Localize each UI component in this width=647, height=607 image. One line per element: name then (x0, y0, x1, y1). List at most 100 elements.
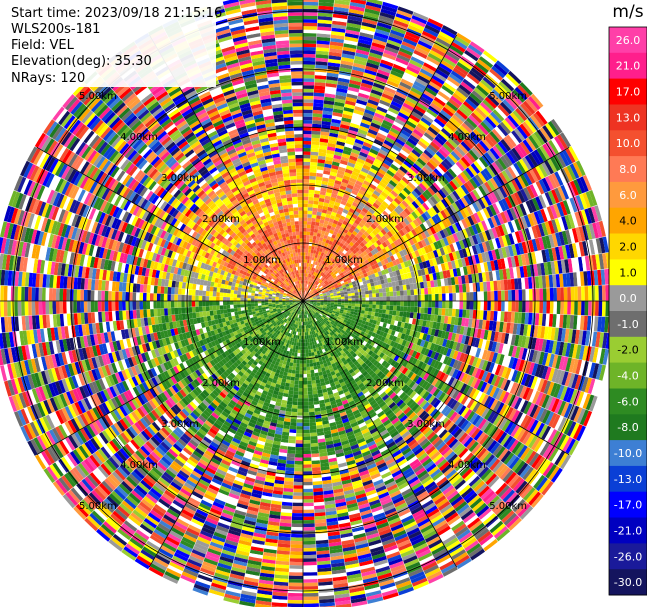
velocity-gate (328, 55, 342, 61)
velocity-gate (469, 41, 485, 53)
velocity-gate (317, 266, 321, 270)
velocity-gate (342, 208, 349, 215)
velocity-gate (376, 184, 385, 192)
velocity-gate (313, 271, 316, 276)
velocity-gate (456, 87, 470, 98)
velocity-gate (369, 167, 378, 175)
velocity-gate (441, 286, 446, 294)
velocity-gate (459, 301, 464, 310)
velocity-gate (409, 151, 419, 161)
velocity-gate (515, 301, 519, 312)
velocity-gate (349, 122, 360, 129)
velocity-gate (556, 301, 561, 315)
velocity-gate (368, 52, 383, 60)
velocity-gate (305, 255, 308, 260)
velocity-gate (577, 301, 582, 316)
velocity-gate (303, 5, 318, 10)
velocity-gate (371, 119, 382, 126)
velocity-gate (419, 96, 432, 106)
velocity-gate (408, 90, 421, 99)
velocity-gate (410, 56, 425, 66)
velocity-gate (303, 165, 310, 169)
velocity-gate (339, 203, 346, 209)
velocity-gate (329, 265, 334, 270)
velocity-gate (421, 93, 434, 103)
velocity-gate (303, 22, 318, 27)
velocity-gate (309, 281, 312, 286)
velocity-gate (369, 195, 377, 203)
velocity-gate (374, 312, 379, 317)
velocity-gate (375, 75, 388, 84)
velocity-gate (323, 261, 328, 266)
velocity-gate (380, 146, 390, 154)
velocity-gate (309, 235, 314, 240)
velocity-gate (356, 45, 371, 53)
velocity-gate (321, 180, 329, 186)
velocity-gate (315, 50, 329, 56)
velocity-gate (331, 164, 339, 170)
velocity-gate (341, 153, 351, 159)
velocity-gate (310, 252, 314, 257)
velocity-gate (380, 123, 392, 131)
velocity-gate (399, 149, 410, 158)
velocity-gate (337, 297, 342, 300)
velocity-gate (341, 212, 348, 218)
velocity-gate (364, 177, 373, 184)
velocity-gate (378, 288, 383, 293)
velocity-gate (364, 138, 374, 146)
velocity-gate (307, 210, 313, 215)
velocity-gate (366, 59, 381, 66)
velocity-gate (433, 96, 446, 107)
velocity-gate (312, 123, 322, 128)
velocity-gate (308, 270, 312, 275)
velocity-gate (315, 54, 329, 59)
velocity-gate (309, 274, 312, 278)
velocity-gate (340, 63, 353, 70)
velocity-gate (382, 1, 399, 10)
velocity-gate (303, 290, 305, 295)
velocity-gate (386, 110, 398, 118)
velocity-gate (379, 292, 383, 297)
velocity-gate (345, 29, 360, 36)
velocity-gate (365, 4, 381, 12)
velocity-gate (304, 287, 306, 291)
velocity-gate (303, 85, 314, 89)
velocity-gate (317, 29, 331, 35)
velocity-gate (333, 154, 342, 160)
velocity-gate (372, 297, 377, 301)
velocity-gate (338, 218, 344, 224)
velocity-gate (366, 102, 378, 110)
velocity-gate (333, 251, 338, 256)
velocity-gate (303, 168, 310, 173)
velocity-gate (528, 301, 533, 313)
velocity-gate (303, 186, 309, 190)
velocity-gate (449, 293, 453, 301)
velocity-gate (410, 289, 415, 296)
velocity-gate (581, 301, 585, 316)
velocity-gate (353, 210, 360, 217)
velocity-gate (346, 136, 356, 143)
velocity-gate (480, 301, 484, 311)
velocity-gate (389, 32, 404, 41)
velocity-gate (326, 149, 335, 155)
velocity-gate (305, 280, 308, 284)
velocity-gate (413, 146, 424, 155)
velocity-gate (410, 306, 415, 313)
velocity-gate (354, 138, 364, 145)
velocity-gate (354, 306, 359, 310)
velocity-gate (494, 301, 498, 311)
velocity-gate (385, 113, 396, 121)
velocity-gate (452, 38, 468, 50)
velocity-gate (427, 307, 432, 315)
velocity-gate (335, 248, 340, 254)
velocity-gate (323, 234, 328, 240)
velocity-gate (356, 216, 363, 223)
velocity-gate (354, 227, 360, 234)
velocity-gate (410, 111, 423, 120)
velocity-gate (478, 56, 494, 69)
velocity-gate (381, 93, 394, 101)
velocity-gate (350, 225, 357, 231)
velocity-gate (375, 187, 383, 194)
velocity-gate (349, 5, 365, 12)
velocity-gate (352, 201, 359, 208)
